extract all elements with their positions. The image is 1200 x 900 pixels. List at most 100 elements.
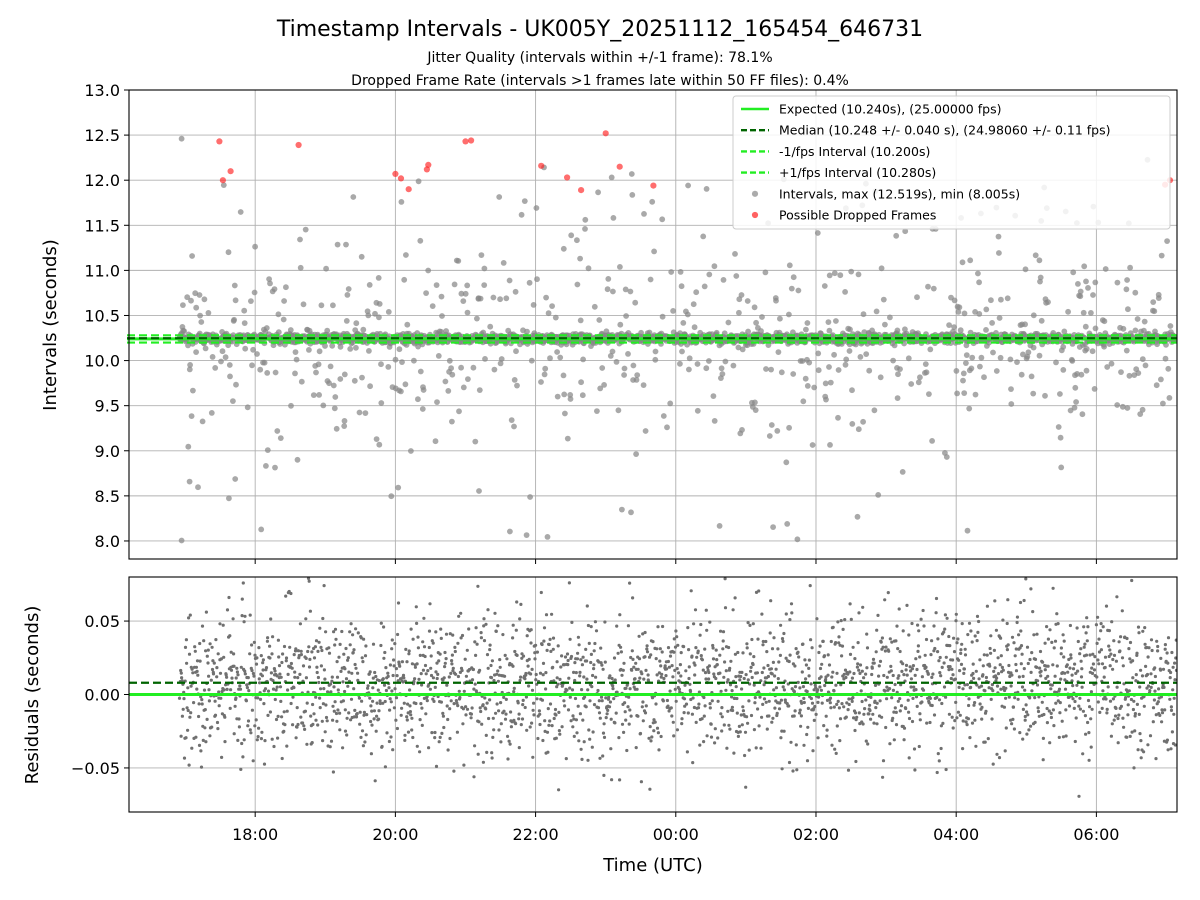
residual-point (898, 709, 902, 713)
residual-point (246, 676, 250, 680)
residual-point (860, 669, 864, 673)
residual-point (865, 646, 870, 650)
interval-point (460, 384, 467, 391)
residual-point (398, 664, 402, 668)
residual-point (451, 666, 455, 670)
interval-point (385, 309, 392, 315)
residual-point (424, 712, 428, 716)
residual-point (572, 670, 576, 675)
residual-point (481, 703, 485, 707)
interval-point (989, 320, 995, 326)
residual-point (984, 709, 988, 713)
residual-point (593, 620, 598, 624)
residual-point (611, 687, 615, 691)
interval-point (633, 377, 640, 383)
residual-point (953, 677, 958, 681)
residual-point (907, 633, 911, 637)
residual-point (315, 670, 319, 675)
residual-point (433, 730, 437, 735)
residual-point (179, 734, 183, 738)
residual-point (286, 688, 290, 692)
residual-point (781, 685, 785, 689)
residual-point (961, 747, 965, 751)
top-ytick-label: 10.0 (84, 352, 120, 371)
residual-point (830, 743, 834, 747)
residual-point (305, 742, 309, 746)
interval-point (272, 464, 278, 471)
interval-point (694, 361, 701, 367)
residual-point (490, 756, 494, 760)
residual-point (712, 672, 716, 676)
residual-point (749, 669, 753, 673)
residual-point (822, 724, 826, 728)
interval-point (943, 454, 950, 460)
residual-point (296, 649, 300, 653)
residual-point (399, 713, 403, 717)
interval-point (1075, 281, 1081, 287)
interval-point (511, 423, 517, 430)
residual-point (474, 653, 478, 658)
residual-point (864, 672, 868, 676)
residual-point (683, 704, 687, 708)
residual-point (438, 735, 442, 740)
residual-point (541, 738, 545, 743)
interval-point (482, 356, 488, 362)
residual-point (544, 687, 548, 691)
residual-point (936, 637, 940, 641)
interval-point (711, 263, 718, 270)
interval-point (298, 378, 305, 385)
residual-point (989, 651, 993, 655)
residual-point (481, 760, 485, 764)
residual-point (538, 722, 542, 727)
residual-point (423, 654, 427, 659)
residual-point (696, 649, 700, 653)
residual-point (539, 590, 543, 595)
residual-point (243, 672, 247, 676)
dropped-frame-point (219, 177, 226, 184)
interval-point (594, 408, 600, 414)
interval-point (811, 384, 818, 391)
residual-point (247, 689, 251, 693)
residual-point (974, 669, 978, 673)
interval-point (622, 286, 629, 293)
residual-point (743, 730, 748, 734)
residual-point (957, 685, 961, 690)
residual-point (229, 688, 233, 692)
residual-point (983, 740, 987, 744)
residual-point (1029, 724, 1033, 728)
residual-point (673, 687, 677, 691)
residual-point (503, 674, 507, 678)
residual-point (574, 671, 578, 675)
residual-point (320, 719, 324, 723)
residual-point (217, 704, 221, 708)
residual-point (331, 770, 335, 774)
residual-point (546, 707, 550, 711)
interval-point (526, 279, 533, 286)
residual-point (1049, 711, 1053, 716)
dropped-frame-point (578, 187, 585, 194)
residual-point (713, 741, 717, 745)
interval-point (547, 355, 553, 362)
residual-point (201, 738, 205, 743)
residual-point (896, 647, 900, 651)
residual-point (818, 644, 822, 648)
residual-point (908, 665, 912, 669)
residual-point (434, 630, 438, 634)
interval-point (230, 398, 236, 404)
residual-point (541, 673, 545, 677)
chart-title: Timestamp Intervals - UK005Y_20251112_16… (276, 17, 923, 42)
residual-point (637, 634, 641, 638)
residual-point (180, 676, 184, 680)
residual-point (400, 706, 404, 710)
residual-point (901, 662, 905, 666)
interval-point (258, 526, 265, 533)
interval-point (877, 374, 884, 381)
residual-point (199, 749, 203, 753)
residual-point (365, 713, 369, 717)
interval-point (225, 249, 232, 256)
residual-point (1049, 687, 1053, 691)
residual-point (1004, 696, 1008, 700)
interval-point (1142, 362, 1149, 369)
residual-point (707, 677, 711, 681)
residual-point (942, 661, 946, 665)
